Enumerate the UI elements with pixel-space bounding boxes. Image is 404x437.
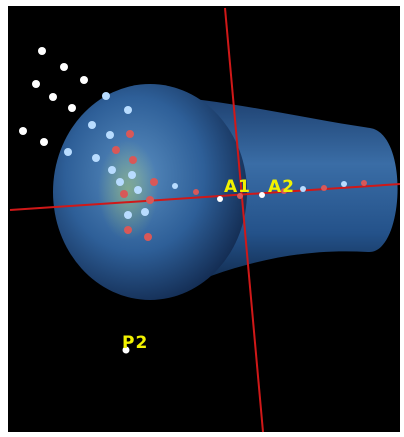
label-a1: A1 [224, 177, 251, 197]
label-p2: P2 [122, 333, 148, 353]
glow [98, 140, 158, 240]
label-a2: A2 [268, 177, 295, 197]
scene: A1 A2 P2 [0, 0, 404, 437]
